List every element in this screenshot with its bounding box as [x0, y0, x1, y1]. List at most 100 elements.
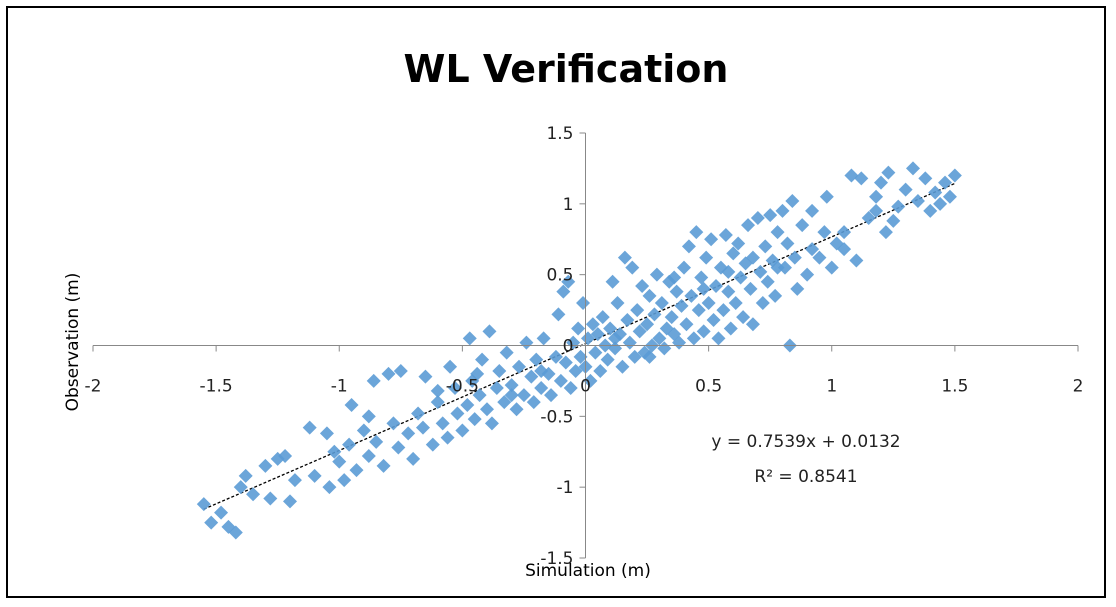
data-point: [516, 388, 531, 403]
y-tick-label: -1: [557, 478, 574, 498]
data-point: [790, 281, 805, 296]
data-point: [709, 279, 724, 293]
x-tick-label: 0: [580, 377, 591, 397]
data-point: [504, 388, 519, 403]
data-point: [635, 279, 650, 293]
data-point: [302, 420, 317, 435]
data-point: [647, 307, 662, 322]
data-point: [768, 288, 783, 303]
y-tick-label: 1.5: [546, 124, 573, 144]
tick-labels-layer: -2 -1.5 -1 -0.5 0 0.5 1 1.5 2 -1.5 -1 -0.5 0 0.5 1 1.5: [85, 124, 1084, 569]
data-point: [366, 373, 381, 388]
data-point: [679, 317, 694, 332]
data-point: [753, 264, 768, 279]
data-point: [928, 185, 943, 200]
data-point: [770, 260, 785, 275]
y-tick-label: 1: [563, 195, 574, 215]
data-point: [411, 406, 426, 421]
data-point: [415, 420, 430, 435]
data-point: [837, 225, 852, 240]
data-point: [758, 239, 773, 254]
data-point: [214, 505, 229, 520]
data-point: [356, 423, 371, 438]
data-point: [716, 303, 731, 318]
data-point: [349, 463, 364, 478]
data-point: [704, 232, 719, 247]
data-point: [204, 515, 219, 530]
data-point: [652, 331, 667, 346]
data-point: [696, 281, 711, 296]
data-point: [263, 491, 278, 506]
data-point: [499, 345, 514, 360]
data-point: [733, 270, 748, 285]
data-point: [711, 331, 726, 346]
data-point: [270, 451, 285, 466]
data-point: [615, 359, 630, 374]
x-tick-label: 0.5: [695, 377, 722, 397]
data-point: [672, 335, 687, 350]
data-point: [625, 260, 640, 275]
y-tick-label: 0.5: [546, 266, 573, 286]
data-point: [684, 288, 699, 303]
data-point: [406, 451, 421, 466]
x-tick-label: 1.5: [941, 377, 968, 397]
data-point: [381, 366, 396, 381]
data-point: [418, 369, 433, 384]
data-point: [534, 364, 549, 378]
data-point: [886, 213, 901, 228]
data-point: [736, 310, 751, 325]
data-point: [721, 284, 736, 299]
data-point: [430, 383, 445, 398]
data-point: [923, 203, 938, 218]
data-point: [585, 317, 600, 332]
data-point: [327, 444, 342, 459]
data-point: [393, 364, 408, 378]
data-point: [342, 437, 357, 452]
data-point: [524, 369, 539, 384]
data-point: [669, 284, 684, 299]
data-point: [196, 497, 211, 512]
data-point: [760, 274, 775, 289]
data-point: [480, 402, 494, 417]
data-point: [898, 182, 913, 197]
data-point: [462, 331, 477, 346]
data-point: [484, 416, 499, 431]
data-point: [677, 260, 691, 275]
data-point: [344, 398, 359, 412]
data-point: [337, 473, 352, 488]
data-point: [938, 175, 953, 190]
points-layer: [196, 161, 962, 540]
chart-frame: WL Verification -2 -1.5 -1 -0.5 0 0.5 1 1.5 2 -1.…: [6, 6, 1106, 598]
data-point: [307, 468, 322, 483]
data-point: [777, 260, 792, 275]
data-point: [519, 335, 534, 350]
data-point: [361, 449, 376, 463]
data-point: [553, 373, 568, 388]
data-point: [561, 274, 576, 289]
data-point: [750, 211, 765, 225]
data-point: [610, 296, 625, 310]
data-point: [571, 321, 586, 336]
data-point: [600, 352, 615, 367]
data-point: [691, 303, 706, 318]
data-point: [640, 317, 655, 332]
data-point: [455, 423, 470, 438]
x-tick-label: 1: [826, 377, 837, 397]
data-point: [492, 364, 507, 378]
data-point: [361, 409, 376, 424]
data-point: [258, 458, 273, 473]
r-squared-label: R² = 0.8541: [754, 467, 857, 487]
data-point: [891, 199, 906, 214]
data-point: [369, 434, 384, 449]
data-point: [435, 416, 450, 431]
data-point: [583, 373, 598, 388]
data-point: [642, 288, 657, 303]
data-point: [319, 426, 334, 441]
data-point: [563, 381, 578, 395]
data-point: [878, 225, 893, 240]
data-point: [869, 189, 884, 204]
trendline-equation: y = 0.7539x + 0.0132: [711, 432, 900, 452]
data-point: [881, 165, 896, 180]
data-point: [475, 352, 490, 367]
data-point: [942, 189, 957, 204]
